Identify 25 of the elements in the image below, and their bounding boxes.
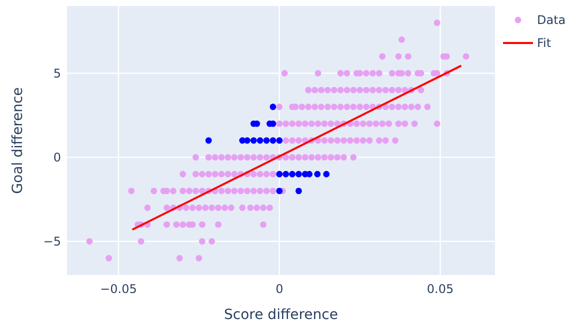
x-tick-label: 0.05 bbox=[426, 282, 454, 296]
legend-label: Fit bbox=[537, 36, 552, 50]
y-tick-label: 5 bbox=[53, 66, 61, 80]
point bbox=[244, 137, 250, 144]
y-tick-label: −5 bbox=[43, 234, 61, 248]
point bbox=[205, 137, 212, 144]
point bbox=[282, 170, 290, 178]
legend-label: Data bbox=[537, 13, 566, 27]
x-tick-label: 0 bbox=[276, 282, 284, 296]
point bbox=[306, 170, 313, 178]
x-tick-label: −0.05 bbox=[100, 282, 137, 296]
point bbox=[314, 170, 321, 178]
point bbox=[270, 137, 276, 144]
point bbox=[256, 137, 264, 144]
point bbox=[296, 188, 302, 194]
point bbox=[296, 170, 302, 178]
y-tick-label: 0 bbox=[53, 150, 61, 164]
point bbox=[323, 170, 330, 178]
y-axis-title: Goal difference bbox=[10, 87, 26, 194]
x-axis-title: Score difference bbox=[224, 307, 338, 323]
point bbox=[276, 188, 283, 194]
point bbox=[263, 137, 270, 144]
point bbox=[250, 137, 257, 144]
point bbox=[289, 170, 296, 178]
point bbox=[270, 104, 276, 110]
